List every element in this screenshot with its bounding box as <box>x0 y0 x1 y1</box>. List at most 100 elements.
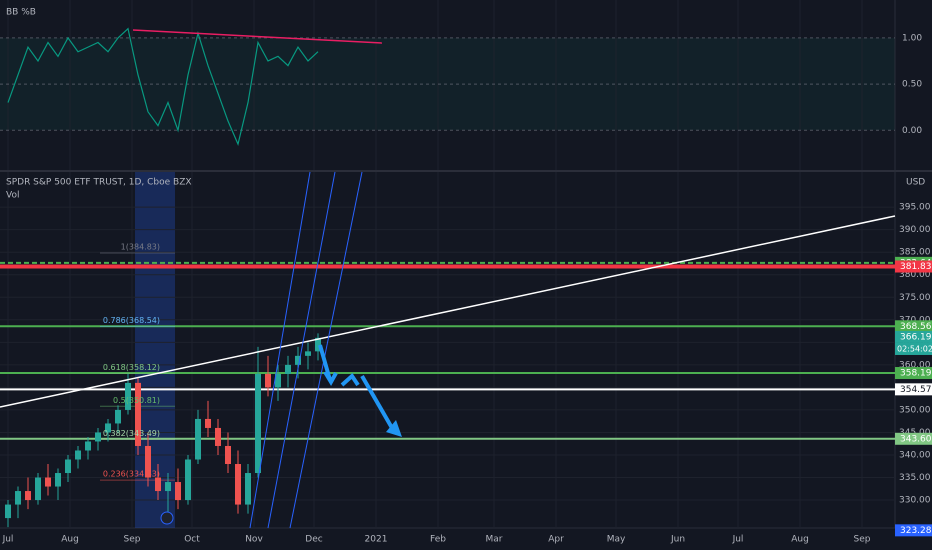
arrow-head <box>386 420 402 437</box>
candle-body <box>225 445 231 465</box>
candle-body <box>15 491 21 505</box>
price-tag <box>895 383 932 396</box>
y-tick-label: 390.00 <box>899 225 931 235</box>
y-tick-label: 335.00 <box>899 473 931 483</box>
price-tag-label: 368.56 <box>900 322 932 332</box>
candle-body <box>285 364 291 374</box>
price-tag-label: 323.28 <box>900 526 932 536</box>
candle-body <box>295 355 301 365</box>
price-tag <box>895 524 932 537</box>
candle-body <box>25 491 31 501</box>
x-tick-label: Feb <box>430 535 446 545</box>
candle-body <box>155 477 161 492</box>
chart-title: SPDR S&P 500 ETF TRUST, 1D, Cboe BZX <box>6 178 192 188</box>
y-tick-label: 360.00 <box>899 360 931 370</box>
y-tick-label: 350.00 <box>899 405 931 415</box>
countdown: 02:54:02 <box>897 344 932 353</box>
x-tick-label: Jul <box>732 535 744 545</box>
price-tag <box>895 432 932 445</box>
trendline <box>0 215 896 408</box>
fib-label: 0.618(358.12) <box>103 363 160 372</box>
currency: USD <box>906 178 925 188</box>
candle-body <box>125 382 131 410</box>
price-tag <box>895 330 932 343</box>
candle-body <box>205 418 211 428</box>
price-tag-label: 381.83 <box>900 262 932 272</box>
y-tick-label: 340.00 <box>899 450 931 460</box>
candle-body <box>105 423 111 433</box>
candle-body <box>305 351 311 356</box>
x-tick-label: May <box>607 535 626 545</box>
x-tick-label: Sep <box>854 535 871 545</box>
x-tick-label: Oct <box>184 535 200 545</box>
price-tag <box>895 260 932 273</box>
price-tag-label: 366.19 <box>900 332 932 342</box>
candle-body <box>235 464 241 505</box>
y-tick-label: 385.00 <box>899 248 931 258</box>
candle-body <box>145 445 151 478</box>
candle-body <box>275 373 281 388</box>
x-tick-label: Nov <box>245 535 263 545</box>
x-tick-label: Aug <box>791 535 809 545</box>
candle-body <box>185 459 191 501</box>
fib-label: 0.786(368.54) <box>103 316 160 325</box>
candle-body <box>5 504 11 519</box>
pane-title: BB %B <box>6 8 36 18</box>
channel-line <box>249 171 311 529</box>
price-tag-label: 354.57 <box>900 385 932 395</box>
y-tick-label: 0.50 <box>902 80 922 90</box>
price-tag-label: 358.19 <box>900 369 932 379</box>
fib-label: 1(384.83) <box>121 242 160 251</box>
x-tick-label: 2021 <box>365 535 388 545</box>
candle-body <box>175 482 181 501</box>
candle-body <box>195 418 201 460</box>
price-tag-label: 343.60 <box>900 434 932 444</box>
y-tick-label: 0.00 <box>902 126 922 136</box>
candle-body <box>85 441 91 451</box>
candle-body <box>75 450 81 460</box>
forecast-arrow <box>360 375 394 429</box>
y-tick-label: 375.00 <box>899 293 931 303</box>
candle-body <box>215 427 221 446</box>
candle-body <box>255 373 261 474</box>
countdown-tag <box>895 342 932 355</box>
x-tick-label: Jun <box>670 535 685 545</box>
x-tick-label: Dec <box>305 535 322 545</box>
y-tick-label: 395.00 <box>899 203 931 213</box>
event-marker <box>160 511 174 525</box>
fib-label: 0.382(343.49) <box>103 429 160 438</box>
x-tick-label: Mar <box>486 535 503 545</box>
x-tick-label: Aug <box>61 535 79 545</box>
grid <box>0 0 895 528</box>
fib-label: 0.5(350.81) <box>113 396 160 405</box>
volume-label: Vol <box>6 191 19 201</box>
forecast-arrow <box>318 344 360 387</box>
candle-body <box>165 482 171 492</box>
date-range-highlight <box>135 172 175 528</box>
bb-trendline <box>132 29 383 44</box>
candle-body <box>55 473 61 487</box>
candle-body <box>245 473 251 505</box>
y-tick-label: 1.00 <box>902 33 922 43</box>
candle-body <box>95 432 101 442</box>
x-tick-label: Apr <box>548 535 564 545</box>
candle-body <box>315 337 321 352</box>
candle-body <box>35 477 41 501</box>
x-tick-label: Sep <box>124 535 141 545</box>
y-tick-label: 380.00 <box>899 270 931 280</box>
candle-body <box>65 459 71 474</box>
candle-body <box>45 477 51 487</box>
price-tag <box>895 367 932 380</box>
bb-line <box>7 27 319 147</box>
marks <box>5 27 321 528</box>
price-tag <box>895 320 932 333</box>
channel-line <box>289 171 363 529</box>
fib-label: 0.236(334.43) <box>103 470 160 479</box>
candle-body <box>265 373 271 388</box>
channel-line <box>267 171 336 529</box>
candle-body <box>115 409 121 424</box>
x-tick-label: Jul <box>2 535 14 545</box>
candle-body <box>135 382 141 446</box>
y-tick-label: 330.00 <box>899 496 931 506</box>
